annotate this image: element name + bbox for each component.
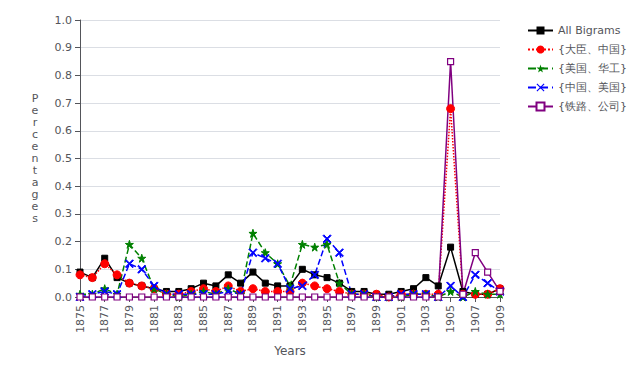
svg-text:e: e [31,140,39,153]
svg-text:1883: 1883 [172,305,185,333]
svg-text:{中国、美国}: {中国、美国} [558,81,627,94]
svg-text:1889: 1889 [246,305,259,333]
svg-text:1899: 1899 [370,305,383,333]
svg-text:n: n [31,152,39,165]
svg-text:1885: 1885 [197,305,210,333]
svg-text:{大臣、中国}: {大臣、中国} [558,43,627,56]
svg-text:1901: 1901 [395,305,408,333]
svg-text:a: a [31,176,39,189]
svg-text:0.8: 0.8 [55,69,73,82]
svg-text:All Bigrams: All Bigrams [558,24,621,37]
svg-text:0.5: 0.5 [55,152,73,165]
svg-text:Years: Years [273,344,306,358]
svg-text:1893: 1893 [296,305,309,333]
svg-text:1895: 1895 [321,305,334,333]
svg-text:e: e [31,104,39,117]
svg-text:P: P [31,92,39,105]
svg-text:c: c [32,128,38,141]
svg-text:1897: 1897 [345,305,358,333]
svg-text:1881: 1881 [148,305,161,333]
svg-text:0.1: 0.1 [55,263,73,276]
svg-text:0.7: 0.7 [55,97,73,110]
svg-text:1.0: 1.0 [55,14,73,27]
svg-text:1875: 1875 [74,305,87,333]
svg-text:s: s [32,212,38,225]
svg-text:1909: 1909 [494,305,507,333]
svg-text:1905: 1905 [444,305,457,333]
svg-text:0.2: 0.2 [55,235,73,248]
svg-text:0.3: 0.3 [55,207,73,220]
svg-text:0.9: 0.9 [55,41,73,54]
svg-text:g: g [31,188,39,201]
svg-text:1891: 1891 [271,305,284,333]
svg-text:0.0: 0.0 [55,291,73,304]
svg-text:0.6: 0.6 [55,124,73,137]
svg-text:1907: 1907 [469,305,482,333]
svg-text:t: t [32,164,38,177]
svg-text:e: e [31,200,39,213]
svg-text:1879: 1879 [123,305,136,333]
svg-text:{美国、华工}: {美国、华工} [558,62,627,75]
svg-text:1887: 1887 [222,305,235,333]
svg-text:1877: 1877 [98,305,111,333]
svg-text:r: r [32,116,38,129]
svg-text:{铁路、公司}: {铁路、公司} [558,100,627,113]
svg-text:0.4: 0.4 [55,180,73,193]
svg-text:1903: 1903 [419,305,432,333]
